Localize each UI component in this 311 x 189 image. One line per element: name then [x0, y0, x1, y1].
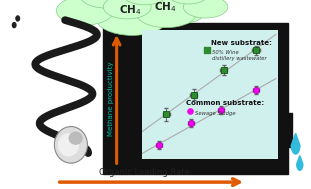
Ellipse shape	[168, 0, 209, 4]
Point	[156, 144, 161, 147]
Ellipse shape	[134, 0, 183, 7]
Ellipse shape	[95, 0, 169, 35]
Point	[253, 89, 258, 92]
Ellipse shape	[68, 132, 83, 145]
Ellipse shape	[136, 0, 197, 28]
Text: Methane productivity: Methane productivity	[108, 61, 114, 136]
Text: New substrate:: New substrate:	[211, 40, 272, 46]
Ellipse shape	[79, 0, 133, 8]
Text: Common substrate:: Common substrate:	[186, 100, 264, 106]
Point	[253, 49, 258, 52]
Point	[191, 93, 196, 96]
Bar	[149, 19, 169, 57]
Polygon shape	[291, 133, 300, 154]
Point	[164, 113, 169, 116]
Point	[221, 69, 226, 72]
Ellipse shape	[123, 0, 167, 5]
Circle shape	[12, 23, 16, 28]
Bar	[278, 113, 292, 147]
Point	[205, 49, 210, 52]
Ellipse shape	[56, 0, 114, 25]
Ellipse shape	[152, 0, 206, 24]
Polygon shape	[297, 156, 303, 170]
Circle shape	[16, 16, 20, 21]
Bar	[103, 23, 288, 174]
Text: CH$_4$: CH$_4$	[119, 3, 142, 17]
Point	[219, 108, 224, 112]
Text: CH$_4$: CH$_4$	[154, 1, 176, 15]
Text: Sewage Sludge: Sewage Sludge	[195, 111, 236, 116]
Text: Organic Loading Rate: Organic Loading Rate	[99, 168, 189, 177]
Point	[189, 122, 194, 125]
Ellipse shape	[183, 0, 228, 18]
Point	[188, 110, 193, 113]
Ellipse shape	[58, 133, 79, 156]
Ellipse shape	[103, 0, 151, 19]
Ellipse shape	[54, 127, 87, 163]
Bar	[121, 4, 145, 57]
Text: 50% Wine
distillery wastewater: 50% Wine distillery wastewater	[212, 50, 267, 60]
